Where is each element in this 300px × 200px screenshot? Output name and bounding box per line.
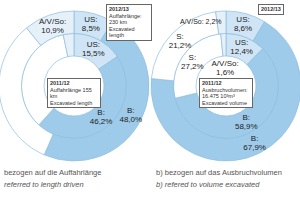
donut-segment bbox=[63, 34, 74, 57]
data-label-line: US: bbox=[87, 40, 100, 49]
data-label-line: B: bbox=[243, 113, 251, 122]
data-label: B:46,2% bbox=[90, 108, 113, 126]
chart-title: bezogen auf die Auffahrlänge bbox=[4, 168, 101, 177]
chart-subtitle: referred to length driven bbox=[4, 180, 84, 189]
series-box: 2012/13 bbox=[258, 4, 284, 15]
annotation: 16.475 10³m³ bbox=[202, 93, 250, 100]
data-label-line: B: bbox=[251, 134, 259, 143]
data-label: A/V/So: 2,2% bbox=[180, 18, 222, 25]
data-label-line: 10,9% bbox=[41, 26, 64, 35]
donut-segment bbox=[44, 21, 149, 161]
chart-title: b) bezogen auf das Ausbruchvolumen bbox=[156, 168, 282, 177]
donut-segment bbox=[0, 28, 53, 155]
data-label-line: S: bbox=[176, 32, 184, 41]
series-name: 2011/12 bbox=[202, 80, 250, 87]
data-label-line: 58,9% bbox=[235, 122, 258, 131]
data-label: B:58,9% bbox=[235, 113, 258, 131]
annotation: Excavated length bbox=[50, 100, 98, 107]
series-name: 2012/13 bbox=[261, 6, 281, 13]
data-label-line: 12,4% bbox=[230, 47, 253, 56]
data-label-line: S: bbox=[189, 53, 197, 62]
data-label-line: 8,5% bbox=[82, 24, 100, 33]
data-label-line: 21,2% bbox=[169, 41, 192, 50]
data-label: US:12,4% bbox=[230, 38, 253, 56]
series-name: 2012/13 bbox=[109, 6, 149, 13]
data-label: B:48,0% bbox=[119, 106, 142, 124]
annotation: Auffahrlänge: 230 km bbox=[109, 13, 149, 26]
data-label-line: 27,2% bbox=[181, 62, 204, 71]
data-label: US:8,6% bbox=[234, 15, 252, 33]
donut-segment bbox=[221, 34, 226, 57]
data-label-line: B: bbox=[127, 106, 135, 115]
series-name: 2011/12 bbox=[50, 80, 98, 87]
annotation: Auffahrlänge 155 km bbox=[50, 87, 98, 100]
annotation: Excavated length bbox=[109, 26, 149, 39]
data-label-line: US: bbox=[236, 15, 249, 24]
donut-segment bbox=[27, 11, 74, 45]
data-label-line: US: bbox=[235, 38, 248, 47]
data-label-line: B: bbox=[97, 108, 105, 117]
series-box: 2012/13Auffahrlänge: 230 kmExcavated len… bbox=[106, 4, 152, 41]
chart-subtitle: b) refered to volume excavated bbox=[156, 180, 260, 189]
donut-segment bbox=[151, 22, 300, 161]
data-label: A/V/So:1,6% bbox=[212, 59, 239, 77]
donut-labels: US:12,4%B:58,9%S:27,2%A/V/So:1,6%US:8,6%… bbox=[169, 15, 266, 151]
series-box: 2011/12Auffahrlänge 155 kmExcavated leng… bbox=[47, 78, 101, 108]
data-label: S:27,2% bbox=[181, 53, 204, 71]
data-label-line: 67,9% bbox=[243, 143, 266, 152]
data-label-line: 8,6% bbox=[234, 24, 252, 33]
data-label-line: 46,2% bbox=[90, 117, 113, 126]
donut-marks bbox=[151, 11, 300, 161]
data-label: B:67,9% bbox=[243, 134, 266, 152]
data-label: US:8,5% bbox=[82, 15, 100, 33]
data-label-line: A/V/So: bbox=[212, 59, 239, 68]
data-label-line: 1,6% bbox=[216, 68, 234, 77]
data-label-line: A/V/So: bbox=[39, 17, 66, 26]
data-label: US:15,5% bbox=[82, 40, 105, 58]
data-label: A/V/So:10,9% bbox=[39, 17, 66, 35]
data-label: S:21,2% bbox=[169, 32, 192, 50]
series-box: 2011/12Ausbruchvolumen:16.475 10³m³Excav… bbox=[199, 78, 253, 108]
annotation: Excavated volume bbox=[202, 100, 250, 107]
annotation: Ausbruchvolumen: bbox=[202, 87, 250, 94]
data-label-line: US: bbox=[84, 15, 97, 24]
page: US:15,5%B:46,2%US:8,5%B:48,0%A/V/So:10,9… bbox=[0, 0, 300, 200]
data-label-line: 48,0% bbox=[119, 115, 142, 124]
data-label-line: 15,5% bbox=[82, 49, 105, 58]
